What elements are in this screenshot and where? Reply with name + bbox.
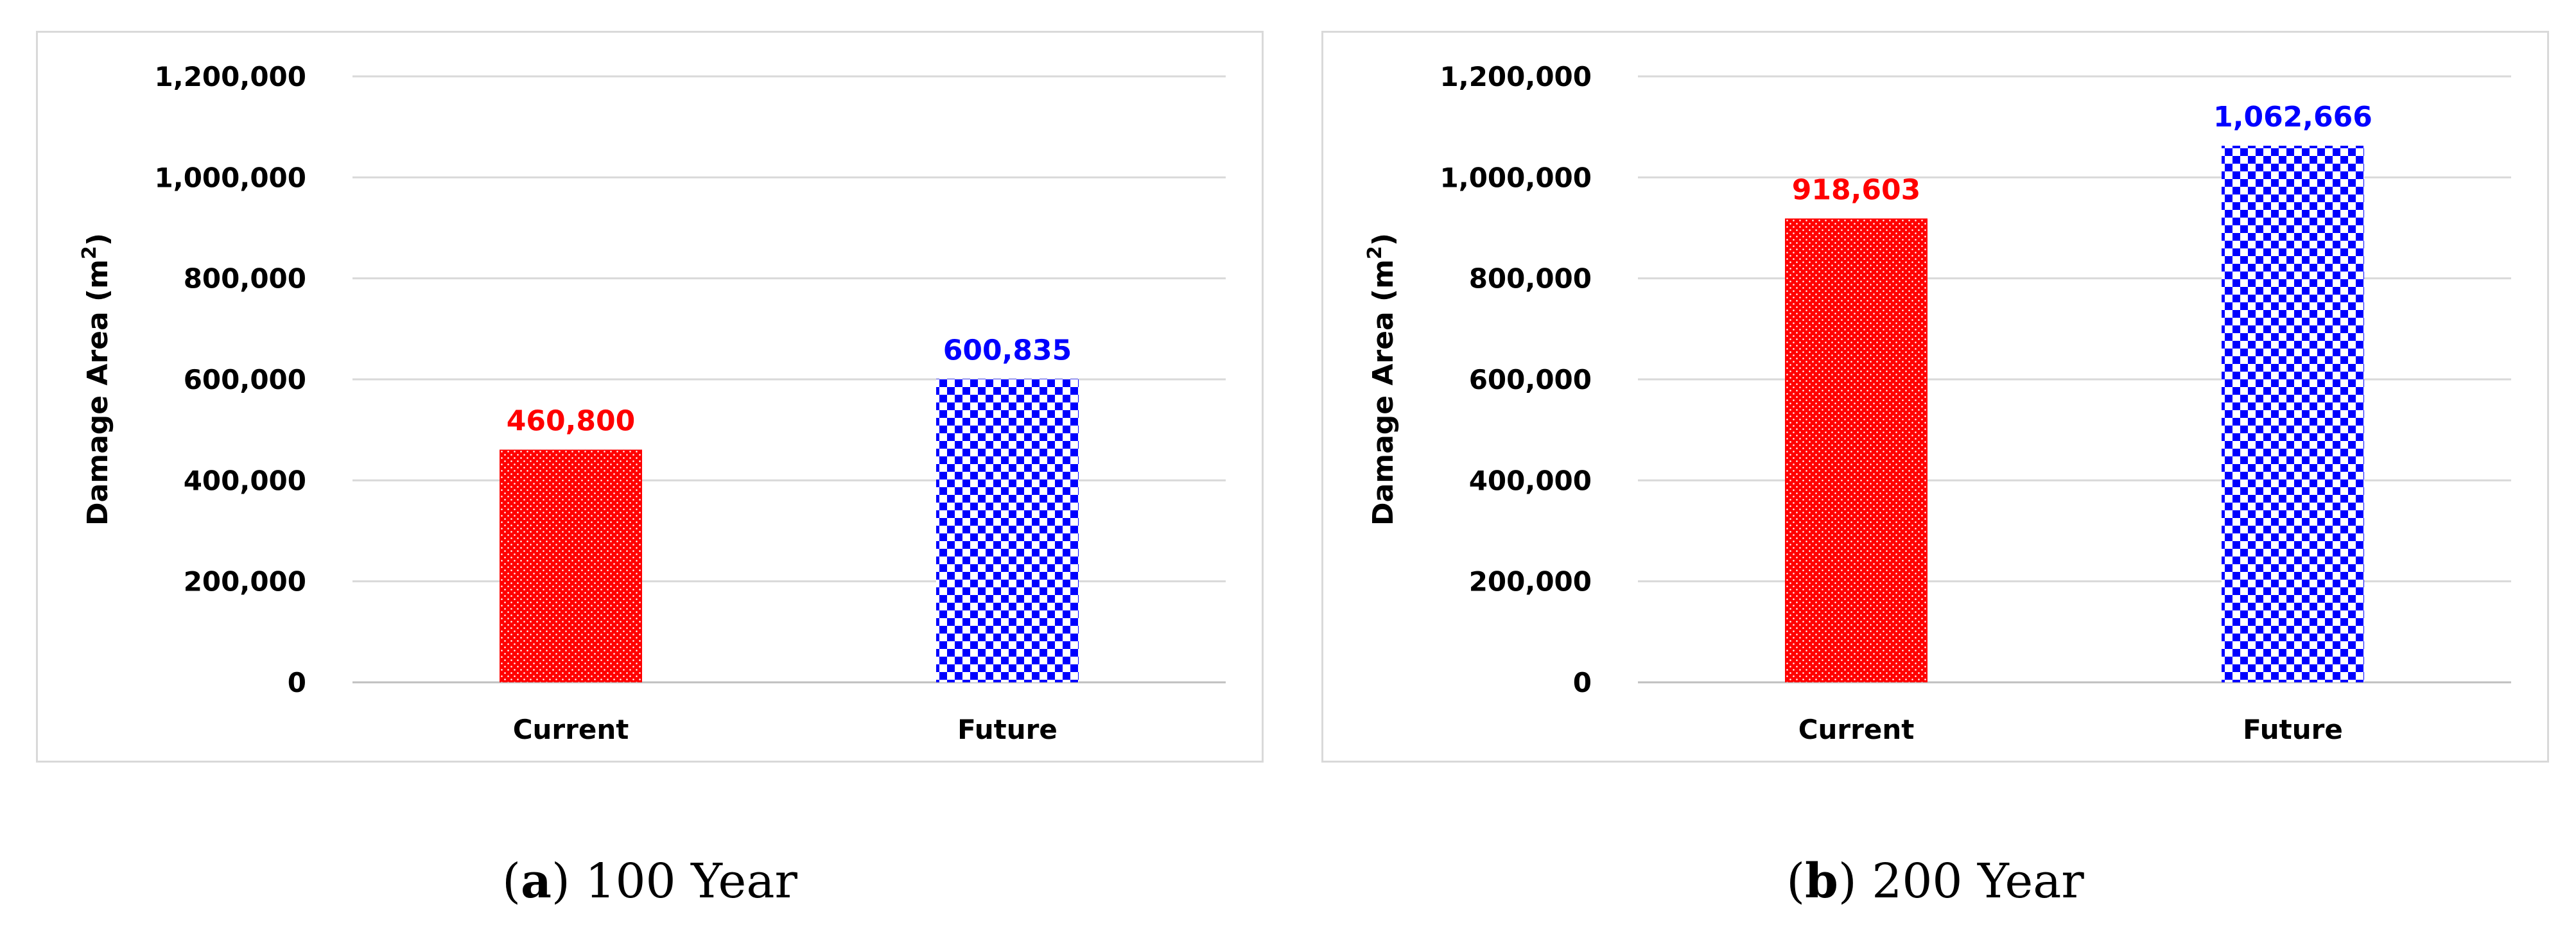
y-axis-label: Damage Area (m2)	[78, 233, 114, 526]
y-tick-label: 0	[288, 667, 306, 698]
caption-a: (a) 100 Year	[502, 854, 797, 909]
x-tick-label: Current	[1798, 714, 1915, 745]
y-tick-label: 1,200,000	[155, 61, 306, 92]
caption-b-letter: b	[1805, 854, 1838, 909]
y-tick-label: 200,000	[1469, 566, 1592, 598]
x-tick-label: Current	[513, 714, 629, 745]
y-tick-label: 800,000	[184, 263, 306, 295]
y-tick-label: 800,000	[1469, 263, 1592, 295]
y-tick-label: 1,200,000	[1440, 61, 1592, 92]
y-axis-label: Damage Area (m2)	[1364, 233, 1400, 526]
data-label-future: 1,062,666	[2213, 101, 2372, 134]
y-tick-label: 1,000,000	[155, 162, 306, 193]
data-label-current: 460,800	[507, 405, 635, 438]
y-tick-label: 400,000	[184, 465, 306, 496]
caption-a-letter: a	[521, 854, 552, 909]
bar-future	[2222, 146, 2364, 683]
bar-chart-b: 0 200,000 400,000 600,000 800,000 1,000,000 1,…	[1364, 61, 2511, 745]
chart-panel-a: 0 200,000 400,000 600,000 800,000 1,000,000 1,…	[36, 31, 1264, 763]
x-tick-label: Future	[2243, 714, 2343, 745]
y-tick-label: 600,000	[184, 364, 306, 395]
bar-current	[1785, 218, 1928, 683]
y-tick-label: 600,000	[1469, 364, 1592, 395]
caption-b: (b) 200 Year	[1786, 854, 2084, 909]
bar-current	[500, 449, 642, 682]
bar-chart-a: 0 200,000 400,000 600,000 800,000 1,000,000 1,…	[78, 61, 1226, 745]
data-label-current: 918,603	[1792, 173, 1920, 206]
x-tick-label: Future	[957, 714, 1057, 745]
data-label-future: 600,835	[943, 334, 1072, 367]
y-tick-label: 1,000,000	[1440, 162, 1592, 193]
caption-a-text: 100 Year	[585, 854, 797, 909]
y-tick-label: 200,000	[184, 566, 306, 598]
y-tick-label: 400,000	[1469, 465, 1592, 496]
caption-b-text: 200 Year	[1872, 854, 2084, 909]
bar-future	[936, 379, 1079, 682]
chart-panel-b: 0 200,000 400,000 600,000 800,000 1,000,000 1,…	[1321, 31, 2549, 763]
y-tick-label: 0	[1573, 667, 1592, 698]
